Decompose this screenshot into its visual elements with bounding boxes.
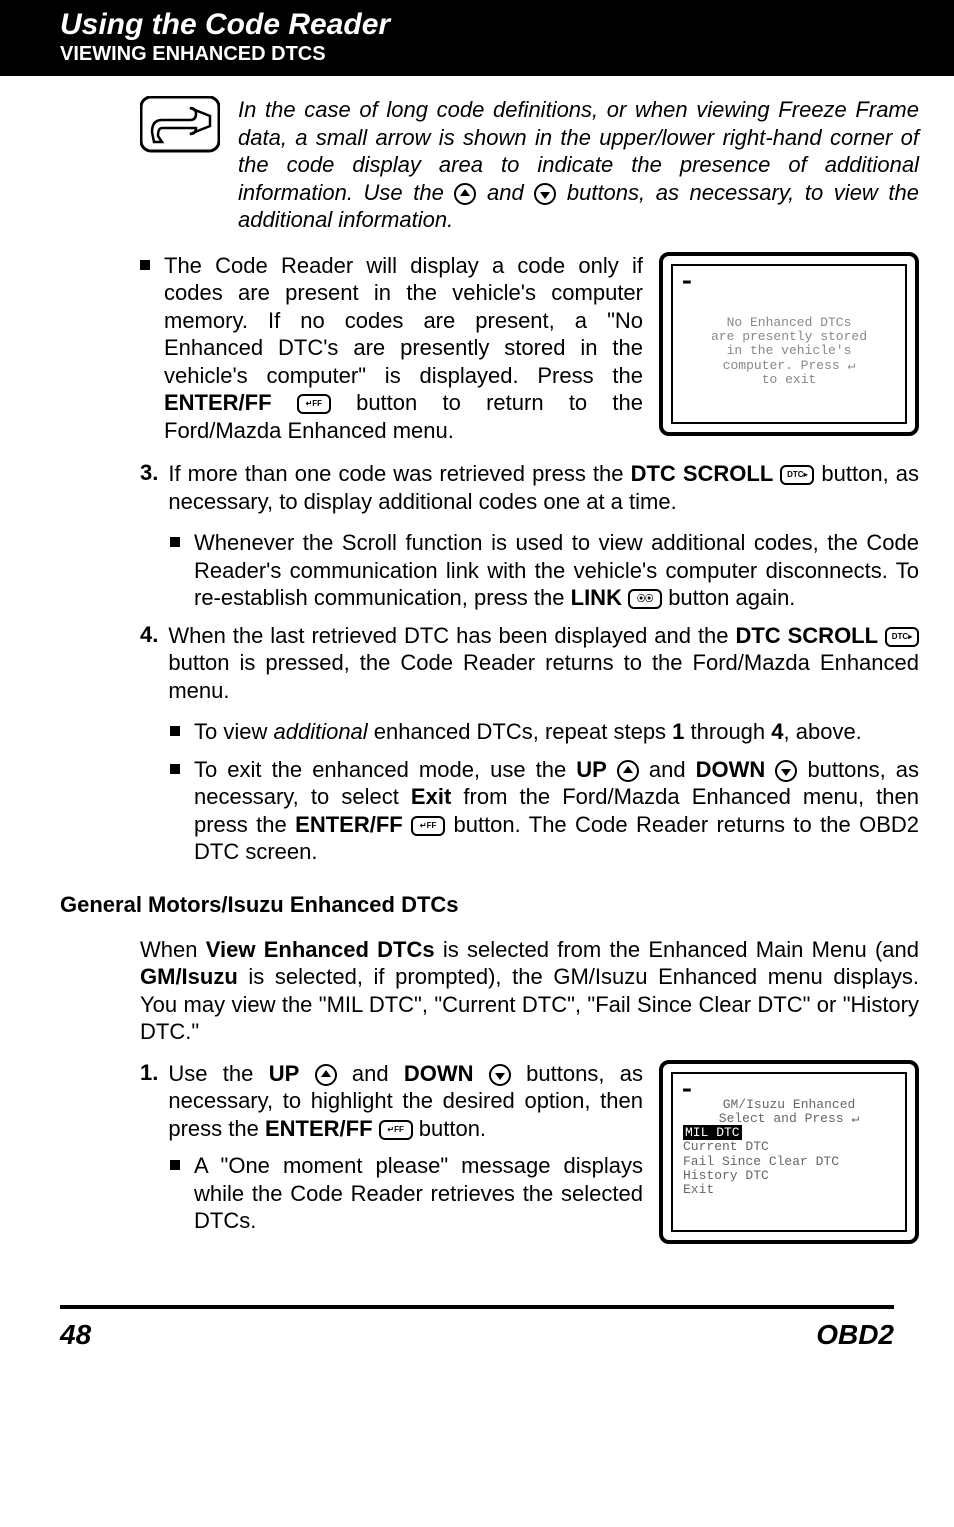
up-arrow-icon [315, 1064, 337, 1086]
section-heading-gm: General Motors/Isuzu Enhanced DTCs [60, 892, 919, 918]
step-4-bullet-1: To view additional enhanced DTCs, repeat… [170, 718, 919, 746]
pointing-hand-icon [140, 96, 220, 160]
enter-ff-icon: ↵FF [411, 816, 445, 836]
step-4-bullet-2: To exit the enhanced mode, use the UP an… [170, 756, 919, 866]
up-arrow-icon [617, 760, 639, 782]
header-subtitle: VIEWING ENHANCED DTCS [60, 43, 954, 66]
down-arrow-icon [489, 1064, 511, 1086]
page-number: 48 [60, 1319, 91, 1351]
bullet-icon [170, 537, 180, 547]
link-icon: ⦿⦿ [628, 589, 662, 609]
gm-intro-paragraph: When View Enhanced DTCs is selected from… [140, 936, 919, 1046]
lcd-screen-gm-menu: ▬ GM/Isuzu Enhanced Select and Press ↵ M… [659, 1060, 919, 1244]
dtc-scroll-icon: DTC▸ [885, 627, 919, 647]
down-arrow-icon [775, 760, 797, 782]
page-header: Using the Code Reader VIEWING ENHANCED D… [0, 0, 954, 76]
callout-block: In the case of long code definitions, or… [140, 96, 919, 234]
callout-text: In the case of long code definitions, or… [238, 96, 919, 234]
footer-brand: OBD2 [816, 1319, 894, 1351]
step-4: 4. When the last retrieved DTC has been … [140, 622, 919, 705]
gm-bullet-moment: A "One moment please" message displays w… [170, 1152, 643, 1235]
dtc-scroll-icon: DTC▸ [780, 465, 814, 485]
gm-step-1: 1. Use the UP and DOWN buttons, as neces… [140, 1060, 643, 1143]
enter-ff-icon: ↵FF [379, 1120, 413, 1140]
bullet-icon [170, 726, 180, 736]
bullet-icon [140, 260, 150, 270]
page-footer: 48 OBD2 [60, 1305, 894, 1381]
step-3-bullet: Whenever the Scroll function is used to … [170, 529, 919, 612]
up-arrow-icon [454, 183, 476, 205]
bullet-icon [170, 764, 180, 774]
down-arrow-icon [534, 183, 556, 205]
lcd-screen-no-dtc: ▬ No Enhanced DTCs are presently stored … [659, 252, 919, 436]
enter-ff-icon: ↵FF [297, 394, 331, 414]
bullet-no-codes: The Code Reader will display a code only… [164, 252, 643, 445]
step-3: 3. If more than one code was retrieved p… [140, 460, 919, 515]
header-title: Using the Code Reader [60, 8, 954, 41]
bullet-icon [170, 1160, 180, 1170]
